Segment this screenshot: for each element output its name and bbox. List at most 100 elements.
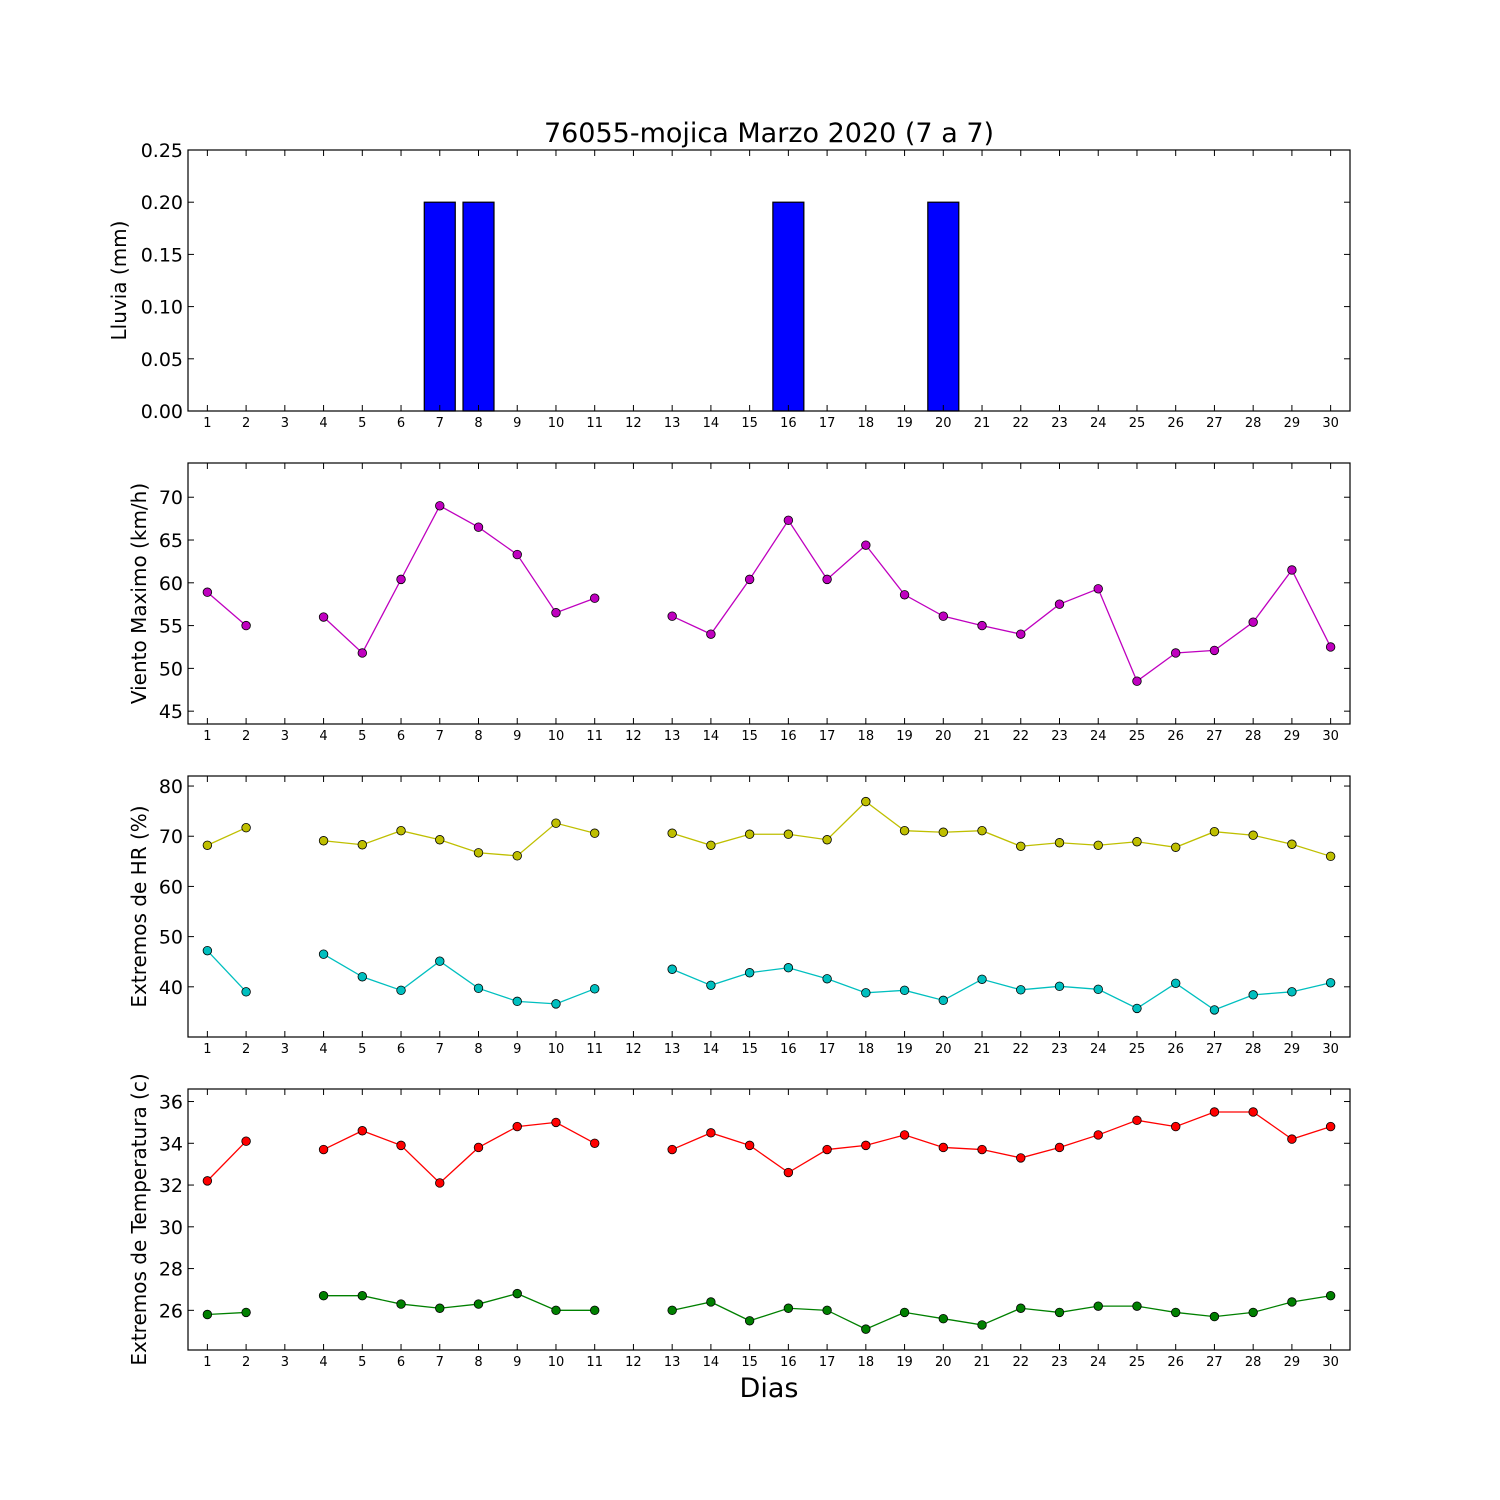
data-point <box>357 972 368 982</box>
x-tick-label: 4 <box>319 729 327 744</box>
x-tick-label: 19 <box>896 416 913 431</box>
x-tick-label: 16 <box>780 416 797 431</box>
series-line <box>671 967 1331 1011</box>
data-point <box>1248 990 1258 1000</box>
x-tick-label: 3 <box>281 416 289 431</box>
data-point <box>1287 839 1297 849</box>
x-tick-label: 28 <box>1245 1042 1262 1057</box>
y-tick-label: 50 <box>159 658 183 680</box>
data-point <box>783 829 794 839</box>
x-tick-label: 3 <box>281 1355 289 1370</box>
data-point <box>590 593 600 603</box>
x-tick-label: 18 <box>858 1042 875 1057</box>
x-tick-label: 25 <box>1129 1042 1146 1057</box>
data-point <box>357 1126 368 1136</box>
x-tick-label: 13 <box>664 1042 681 1057</box>
x-tick-label: 28 <box>1245 416 1262 431</box>
x-tick-label: 27 <box>1206 416 1223 431</box>
x-tick-label: 28 <box>1245 1355 1262 1370</box>
data-point <box>396 1299 406 1309</box>
x-tick-label: 26 <box>1167 729 1184 744</box>
data-point <box>1016 1153 1026 1163</box>
data-point <box>1209 1107 1220 1117</box>
x-tick-label: 9 <box>513 729 521 744</box>
chart-title: 76055-mojica Marzo 2020 (7 a 7) <box>544 118 994 149</box>
data-point <box>1054 1307 1065 1318</box>
y-tick-label: 0.15 <box>141 244 183 266</box>
x-tick-label: 6 <box>397 729 405 744</box>
x-tick-label: 10 <box>548 416 565 431</box>
data-point <box>1209 1311 1220 1322</box>
data-point <box>1132 837 1142 847</box>
data-point <box>667 964 677 974</box>
x-tick-label: 20 <box>935 416 952 431</box>
data-point <box>1170 648 1181 658</box>
y-tick-label: 34 <box>159 1133 183 1155</box>
x-tick-label: 6 <box>397 1042 405 1057</box>
data-point <box>202 587 213 597</box>
x-tick-label: 29 <box>1284 416 1301 431</box>
data-point <box>202 840 213 850</box>
data-point <box>938 827 949 837</box>
x-tick-label: 7 <box>436 729 444 744</box>
series-line <box>671 800 1331 857</box>
data-point <box>938 1142 949 1153</box>
data-point <box>977 620 987 631</box>
y-tick-label: 32 <box>159 1175 183 1197</box>
data-point <box>706 980 716 991</box>
data-point <box>241 987 251 997</box>
x-tick-label: 24 <box>1090 1355 1107 1370</box>
data-point <box>938 1313 949 1324</box>
x-tick-label: 11 <box>586 729 603 744</box>
data-point <box>435 1303 445 1313</box>
data-point <box>706 1297 716 1307</box>
data-point <box>1287 987 1297 997</box>
data-point <box>202 945 213 956</box>
data-point <box>822 835 832 845</box>
y-tick-label: 26 <box>159 1300 183 1322</box>
x-tick-label: 25 <box>1129 416 1146 431</box>
x-tick-label: 5 <box>358 729 366 744</box>
x-tick-label: 22 <box>1012 1042 1029 1057</box>
data-point <box>1054 838 1065 848</box>
x-tick-label: 16 <box>780 1042 797 1057</box>
data-point <box>551 818 561 828</box>
data-point <box>1325 978 1336 988</box>
x-tick-label: 17 <box>819 1355 836 1370</box>
series-line <box>207 827 247 846</box>
y-tick-label: 60 <box>159 573 183 595</box>
data-point <box>706 840 716 850</box>
x-tick-label: 9 <box>513 1042 521 1057</box>
x-tick-label: 15 <box>741 1355 758 1370</box>
data-point <box>706 629 716 639</box>
x-tick-label: 19 <box>896 1042 913 1057</box>
data-point <box>1016 985 1026 995</box>
data-point <box>396 574 406 585</box>
x-tick-label: 24 <box>1090 729 1107 744</box>
x-tick-label: 15 <box>741 729 758 744</box>
y-tick-label: 0.25 <box>141 140 183 162</box>
x-tick-label: 22 <box>1012 416 1029 431</box>
data-point <box>1170 842 1181 852</box>
series-line <box>206 591 247 627</box>
y-tick-label: 0.10 <box>141 297 183 319</box>
x-tick-label: 26 <box>1167 1355 1184 1370</box>
series-line <box>323 953 595 1005</box>
data-point <box>551 608 561 618</box>
data-point <box>396 1140 406 1151</box>
data-point <box>318 949 329 959</box>
data-point <box>1016 629 1026 639</box>
data-point <box>1209 645 1220 656</box>
y-tick-label: 36 <box>159 1092 183 1114</box>
data-point <box>938 611 949 621</box>
data-point <box>241 823 251 833</box>
x-tick-label: 16 <box>780 1355 797 1370</box>
data-point <box>473 1142 484 1153</box>
data-point <box>822 974 832 984</box>
x-tick-label: 23 <box>1051 729 1068 744</box>
x-tick-label: 21 <box>974 1042 991 1057</box>
data-point <box>1093 840 1103 850</box>
data-point <box>744 574 755 585</box>
panel-1: 0.000.050.100.150.200.251 2 3 4 5 6 7 8 9 10 11 12 1… <box>107 140 1351 431</box>
